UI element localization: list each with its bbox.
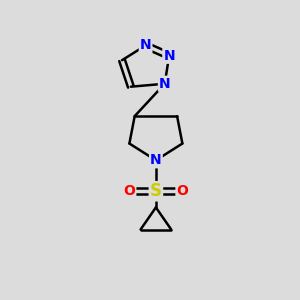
Text: N: N bbox=[140, 38, 152, 52]
Text: N: N bbox=[159, 77, 170, 91]
Text: O: O bbox=[124, 184, 135, 198]
Text: N: N bbox=[150, 153, 162, 167]
Text: N: N bbox=[163, 49, 175, 63]
Text: O: O bbox=[176, 184, 188, 198]
Text: S: S bbox=[150, 182, 162, 200]
